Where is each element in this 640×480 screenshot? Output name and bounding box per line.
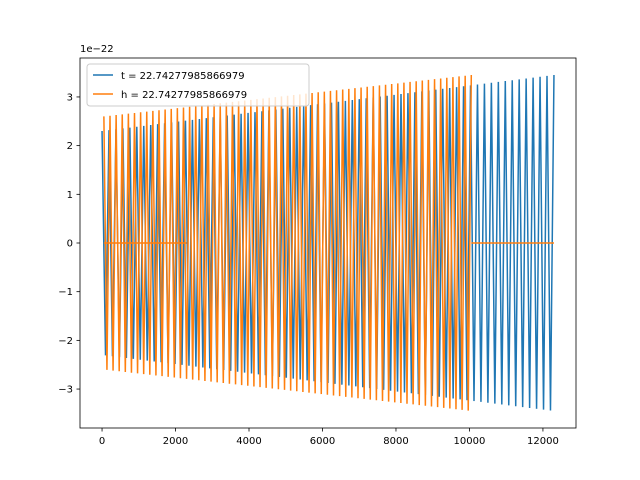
y-tick-label: −2 [58, 336, 73, 347]
x-tick-label: 12000 [527, 436, 559, 447]
x-tick-label: 0 [99, 436, 105, 447]
legend-box [86, 63, 310, 107]
y-tick-label: 2 [67, 141, 73, 152]
y-axis: −3 −2 −1 0 1 2 3 [58, 92, 80, 396]
legend-label: h = 22.74277985866979 [121, 90, 247, 101]
y-offset-text: 1e−22 [80, 44, 114, 55]
y-tick-label: 3 [67, 92, 73, 103]
x-tick-label: 6000 [310, 436, 335, 447]
x-axis: 0 2000 4000 6000 8000 10000 12000 [99, 428, 559, 447]
x-tick-label: 4000 [236, 436, 261, 447]
legend: t = 22.74277985866979 h = 22.742779858669… [86, 63, 310, 107]
x-tick-label: 2000 [163, 436, 188, 447]
legend-label: t = 22.74277985866979 [121, 71, 245, 82]
x-tick-label: 8000 [383, 436, 408, 447]
x-tick-label: 10000 [454, 436, 486, 447]
y-tick-label: −1 [58, 287, 73, 298]
y-tick-label: −3 [58, 385, 73, 396]
y-tick-label: 0 [67, 239, 73, 250]
y-tick-label: 1 [67, 190, 73, 201]
